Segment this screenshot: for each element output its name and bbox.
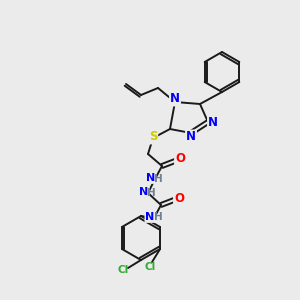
Text: N: N xyxy=(140,187,148,197)
Text: O: O xyxy=(174,191,184,205)
Text: N: N xyxy=(208,116,218,128)
Text: H: H xyxy=(154,173,163,184)
Text: H: H xyxy=(154,212,162,223)
Text: N: N xyxy=(146,173,156,183)
Text: O: O xyxy=(175,152,185,166)
Text: H: H xyxy=(147,188,156,197)
Text: Cl: Cl xyxy=(117,265,129,275)
Text: S: S xyxy=(149,130,157,143)
Text: Cl: Cl xyxy=(144,262,156,272)
Text: N: N xyxy=(146,212,154,222)
Text: N: N xyxy=(170,92,180,106)
Text: N: N xyxy=(186,130,196,143)
